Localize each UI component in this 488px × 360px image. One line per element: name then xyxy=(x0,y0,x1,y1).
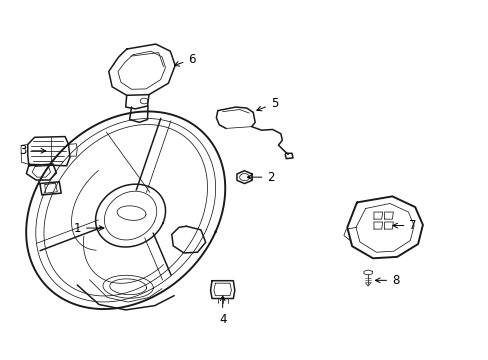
Text: 3: 3 xyxy=(19,144,46,157)
Text: 6: 6 xyxy=(174,53,196,66)
Text: 7: 7 xyxy=(392,219,416,232)
Text: 4: 4 xyxy=(219,296,226,326)
Text: 8: 8 xyxy=(375,274,399,287)
Text: 1: 1 xyxy=(73,221,104,234)
Text: 5: 5 xyxy=(256,97,278,111)
Text: 2: 2 xyxy=(247,171,274,184)
